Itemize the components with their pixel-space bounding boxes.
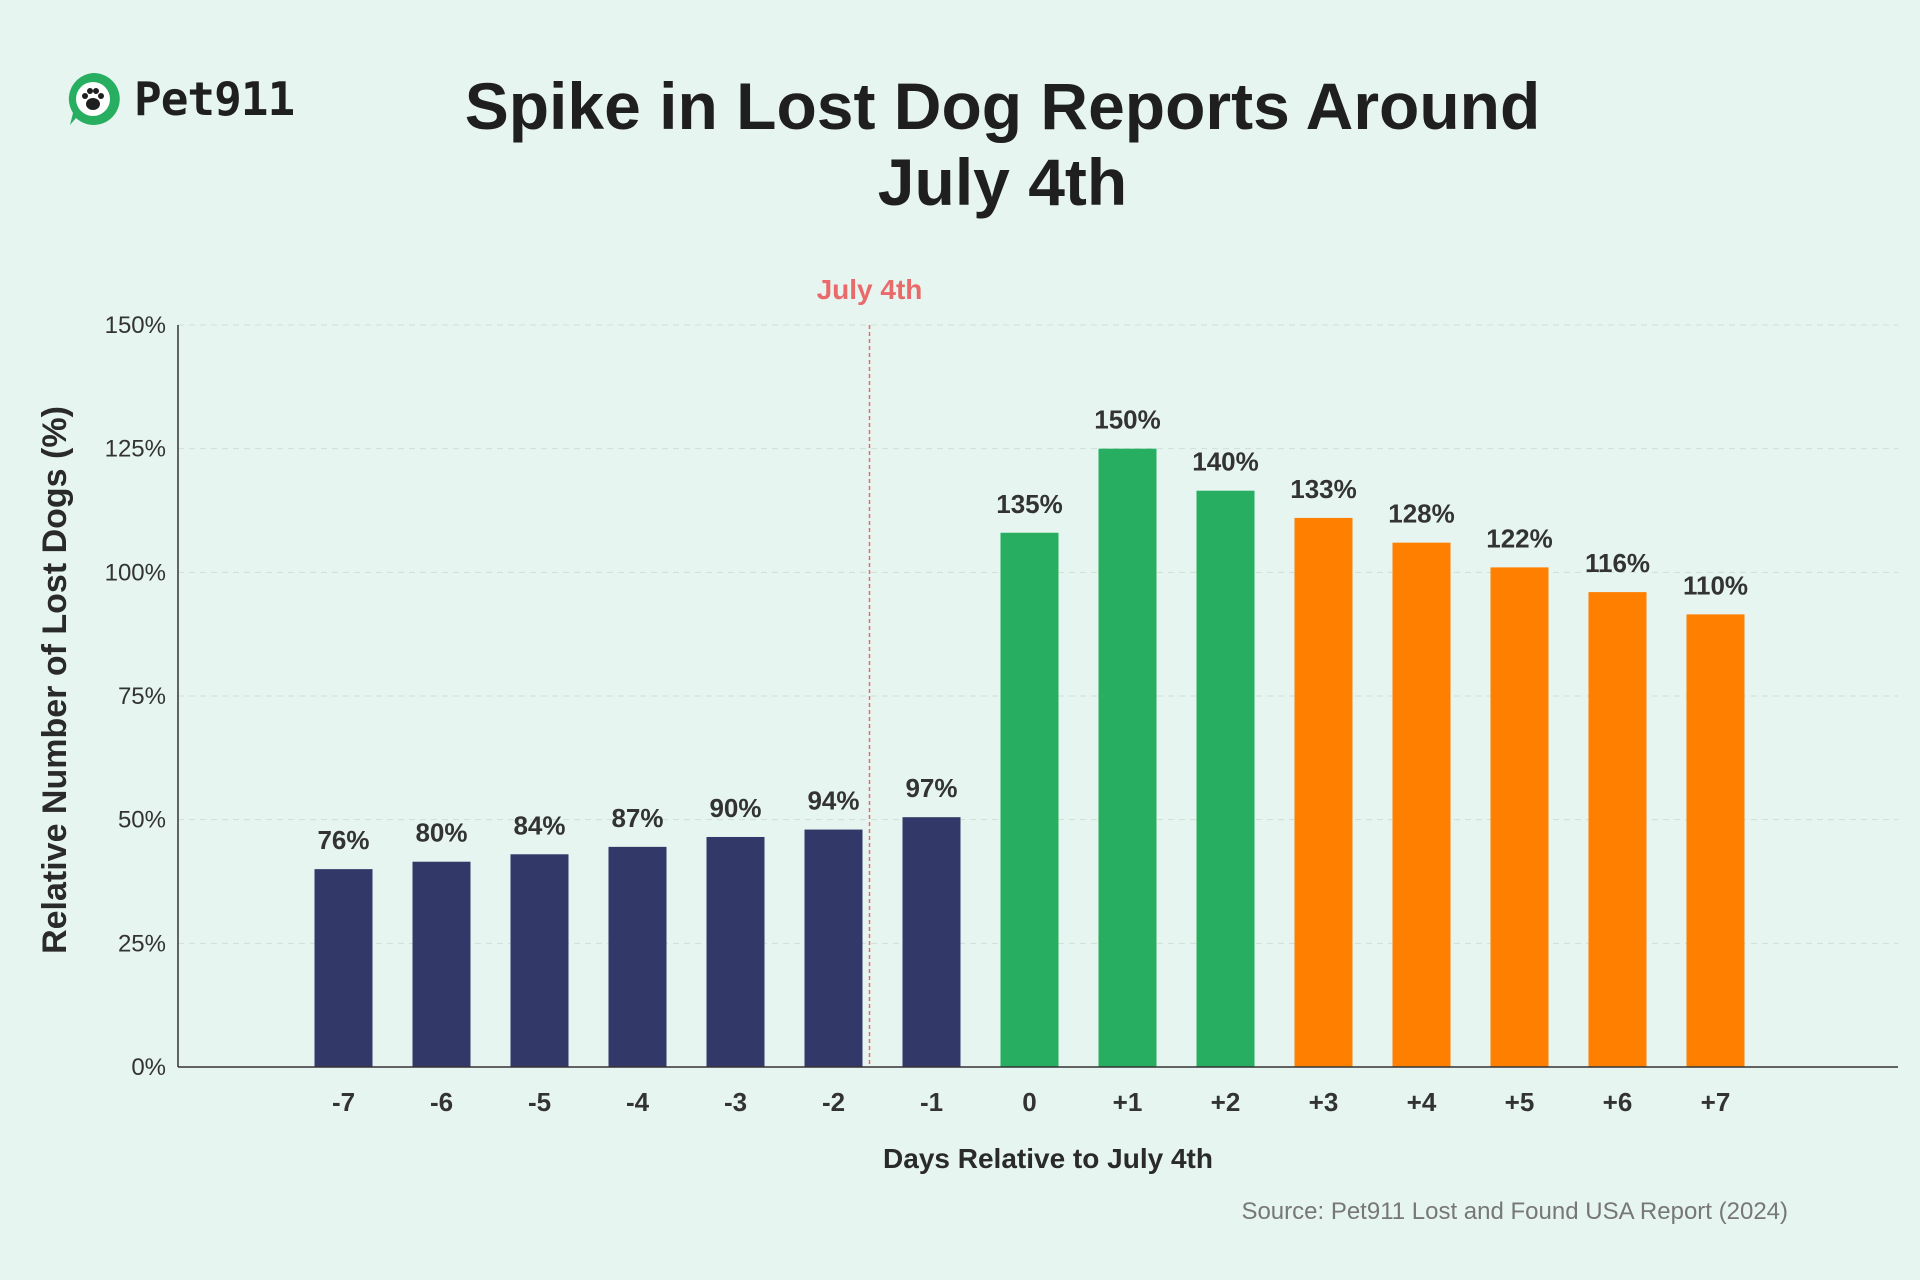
bar-value-label: 76%: [317, 825, 369, 855]
bar-value-label: 84%: [513, 810, 565, 840]
paw-pin-icon: [68, 72, 120, 125]
bar: [510, 854, 569, 1067]
chart-title-line1: Spike in Lost Dog Reports Around: [464, 69, 1541, 143]
bar: [902, 817, 961, 1067]
july-4th-annotation: July 4th: [817, 274, 923, 305]
bar-value-label: 110%: [1683, 570, 1748, 600]
x-tick-label: +5: [1505, 1087, 1535, 1117]
bar: [1196, 490, 1255, 1067]
chart-title: Spike in Lost Dog Reports Around July 4t…: [0, 68, 1920, 220]
bar-value-label: 150%: [1094, 405, 1161, 435]
bar: [1294, 517, 1353, 1067]
bars: [314, 448, 1745, 1068]
bar-value-label: 116%: [1585, 548, 1650, 578]
x-tick-label: +1: [1113, 1087, 1143, 1117]
x-tick-label: -2: [822, 1087, 845, 1117]
x-tick-label: -3: [724, 1087, 747, 1117]
bar: [608, 846, 667, 1067]
y-tick-label: 50%: [118, 807, 166, 834]
bar: [1098, 448, 1157, 1068]
bar: [706, 836, 765, 1067]
x-tick-label: -4: [626, 1087, 650, 1117]
bar-value-label: 97%: [905, 773, 957, 803]
y-axis-label: Relative Number of Lost Dogs (%): [36, 406, 74, 954]
bar-value-label: 87%: [611, 803, 663, 833]
x-tick-label: +7: [1701, 1087, 1731, 1117]
x-tick-label: +3: [1309, 1087, 1339, 1117]
y-tick-label: 0%: [131, 1054, 166, 1081]
x-axis-ticks: -7 -6 -5 -4 -3 -2 -1 0 +1 +2 +3 +4 +5 +6 +7: [332, 1087, 1730, 1117]
y-tick-label: 150%: [105, 312, 166, 339]
bar: [804, 829, 863, 1067]
y-tick-label: 100%: [105, 559, 166, 586]
bar: [1392, 542, 1451, 1067]
bar: [1686, 614, 1745, 1067]
bar: [314, 869, 373, 1067]
y-tick-label: 125%: [105, 436, 166, 463]
chart-title-line2: July 4th: [877, 145, 1128, 219]
x-tick-label: +2: [1211, 1087, 1241, 1117]
x-tick-label: 0: [1022, 1087, 1036, 1117]
bar-value-label: 122%: [1486, 523, 1553, 553]
bar: [1490, 567, 1549, 1067]
bar: [1000, 532, 1059, 1067]
x-tick-label: -6: [430, 1087, 453, 1117]
logo-text: Pet911: [134, 72, 295, 126]
x-tick-label: +6: [1603, 1087, 1633, 1117]
x-tick-label: +4: [1407, 1087, 1437, 1117]
source-note: Source: Pet911 Lost and Found USA Report…: [1241, 1198, 1788, 1225]
bar: [412, 861, 471, 1067]
y-tick-label: 75%: [118, 683, 166, 710]
bar-value-label: 133%: [1290, 474, 1357, 504]
bar-value-label: 80%: [415, 818, 467, 848]
y-tick-label: 25%: [118, 930, 166, 957]
x-tick-label: -7: [332, 1087, 355, 1117]
bar-value-label: 135%: [996, 489, 1063, 519]
bar-value-label: 140%: [1192, 447, 1259, 477]
y-axis-ticks: 0% 25% 50% 75% 100% 125% 150%: [105, 312, 166, 1081]
pet911-logo: Pet911: [64, 70, 295, 128]
data-labels: 76% 80% 84% 87% 90% 94% 97% 135% 150% 140% 133% 128…: [317, 405, 1748, 855]
bar-value-label: 90%: [709, 793, 761, 823]
bar-value-label: 128%: [1388, 499, 1455, 529]
x-axis-label: Days Relative to July 4th: [883, 1143, 1213, 1174]
x-tick-label: -1: [920, 1087, 943, 1117]
x-tick-label: -5: [528, 1087, 551, 1117]
bar: [1588, 592, 1647, 1067]
bar-value-label: 94%: [807, 786, 859, 816]
